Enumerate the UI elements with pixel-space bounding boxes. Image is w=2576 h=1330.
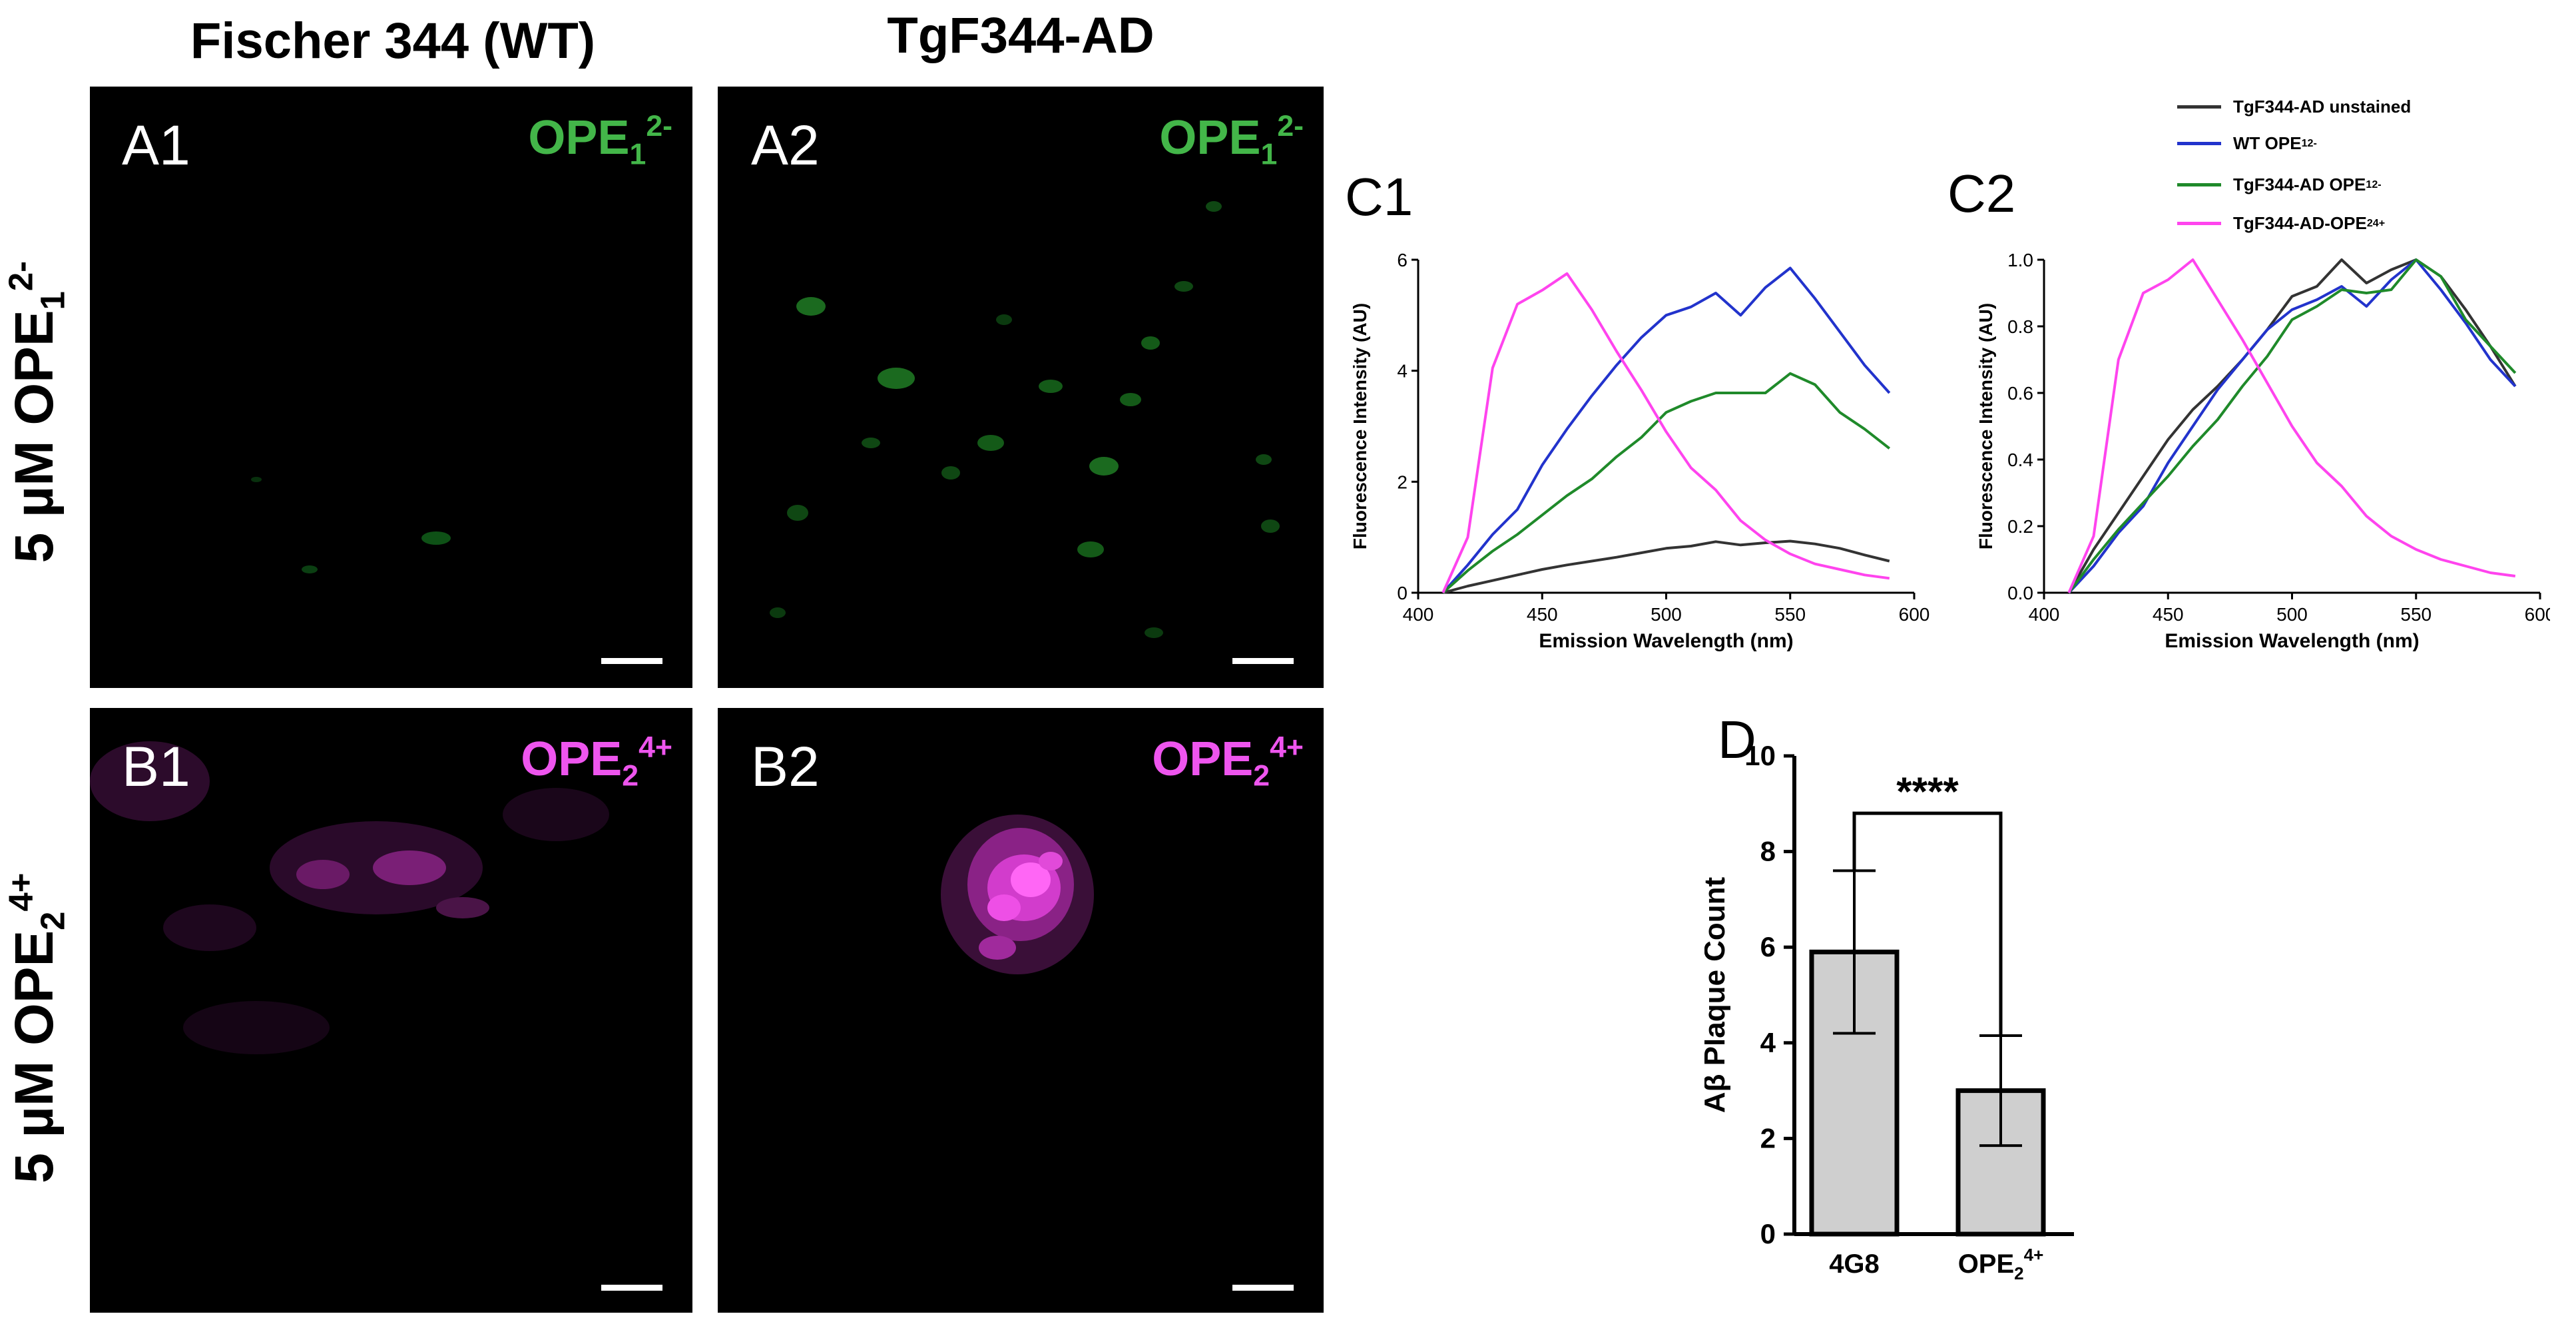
panel-label-b1: B1 [122,735,190,798]
panel-label-a1: A1 [122,114,190,176]
series-line-2 [2067,258,2517,594]
x-tick-label: 500 [1651,604,1682,625]
micrograph-b1: B1 OPE24+ [90,708,692,1313]
dye-label-b1: OPE24+ [521,731,672,793]
y-tick-label: 8 [1760,836,1776,867]
micrograph-a2: A2 OPE12- [718,87,1324,688]
significance-label: **** [1896,769,1959,814]
y-tick-label: 0 [1760,1218,1776,1249]
legend-swatch-wt-ope1 [2177,142,2221,145]
series-line-1 [1441,266,1891,594]
y-tick-label: 0.6 [2007,383,2033,404]
column-title-wt: Fischer 344 (WT) [190,13,596,69]
legend-item-wt-ope1: WT OPE 1 2- [2177,133,2317,154]
series-line-3 [1441,272,1890,593]
x-tick-label: 450 [1527,604,1558,625]
chart-d: 0 2 4 6 8 10 Aβ Plaque Count 4G8 OPE24+ **** [1704,740,2074,1283]
x-axis-label: Emission Wavelength (nm) [2165,630,2419,652]
dye-label-a1: OPE12- [528,110,672,171]
category-label-1: OPE24+ [1958,1245,2044,1283]
x-tick-label: 600 [1899,604,1930,625]
legend-swatch-tg-ope1 [2177,183,2221,186]
y-axis-label: Fluorescence Intensity (AU) [1975,303,1996,549]
legend-item-tg-ope1: TgF344-AD OPE 1 2- [2177,174,2382,195]
row-title-ope2: 5 µM OPE24+ [1,872,72,1183]
micrograph-a1-signal [251,477,451,573]
x-tick-label: 550 [2400,604,2432,625]
panel-label-c2: C2 [1947,164,2016,223]
panel-label-a2: A2 [751,114,820,176]
legend-swatch-tg-ope2 [2177,222,2221,225]
legend-item-unstained: TgF344-AD unstained [2177,97,2411,117]
x-tick-label: 550 [1774,604,1806,625]
panel-label-c1: C1 [1345,167,1414,226]
series-line-0 [1442,539,1890,594]
row-title-ope1: 5 µM OPE12- [1,260,72,563]
column-title-tg: TgF344-AD [887,7,1155,64]
x-tick-label: 400 [1403,604,1434,625]
y-tick-label: 2 [1760,1122,1776,1154]
series-line-2 [1441,372,1891,594]
x-tick-label: 450 [2153,604,2184,625]
micrograph-b1-signal [90,741,609,1054]
y-tick-label: 4 [1397,361,1408,382]
micrograph-b2-signal [941,815,1094,974]
x-axis-label: Emission Wavelength (nm) [1539,630,1793,652]
micrograph-a1: A1 OPE12- [90,87,692,688]
legend-item-tg-ope2: TgF344-AD-OPE 2 4+ [2177,213,2385,234]
y-tick-label: 10 [1744,740,1776,771]
legend-swatch-unstained [2177,105,2221,109]
y-tick-label: 6 [1397,250,1408,270]
panel-label-b2: B2 [751,735,820,798]
y-tick-label: 4 [1760,1027,1776,1058]
series-line-3 [2067,258,2516,593]
y-tick-label: 0 [1397,583,1408,603]
micrograph-b2: B2 OPE24+ [718,708,1324,1313]
dye-label-a2: OPE12- [1159,110,1304,171]
y-tick-label: 0.2 [2007,516,2033,537]
series-line-1 [2067,258,2517,594]
scale-bar-a1 [601,658,662,664]
micrograph-a2-signal [770,201,1280,638]
y-tick-label: 0.4 [2007,450,2033,470]
y-axis-label: Fluorescence Intensity (AU) [1350,303,1370,549]
y-tick-label: 0.0 [2007,583,2033,603]
y-tick-label: 6 [1760,931,1776,962]
significance-bracket [1852,811,2003,1036]
y-tick-label: 0.8 [2007,316,2033,337]
dye-label-b2: OPE24+ [1152,731,1304,793]
chart-c1: 0 2 4 6 400 450 500 550 600 Emission Wavelength (… [1350,250,1930,652]
x-tick-label: 400 [2029,604,2060,625]
y-tick-label: 1.0 [2007,250,2033,270]
x-tick-label: 500 [2276,604,2308,625]
panel-label-d: D [1718,710,1756,769]
y-axis-label: Aβ Plaque Count [1704,876,1731,1113]
y-tick-label: 2 [1397,472,1408,492]
scale-bar-b1 [601,1285,662,1291]
chart-c2: 0.0 0.2 0.4 0.6 0.8 1.0 400 450 500 550 600 Emissio… [1975,250,2550,652]
scale-bar-b2 [1232,1285,1294,1291]
x-tick-label: 600 [2525,604,2550,625]
scale-bar-a2 [1232,658,1294,664]
category-label-0: 4G8 [1829,1249,1880,1279]
